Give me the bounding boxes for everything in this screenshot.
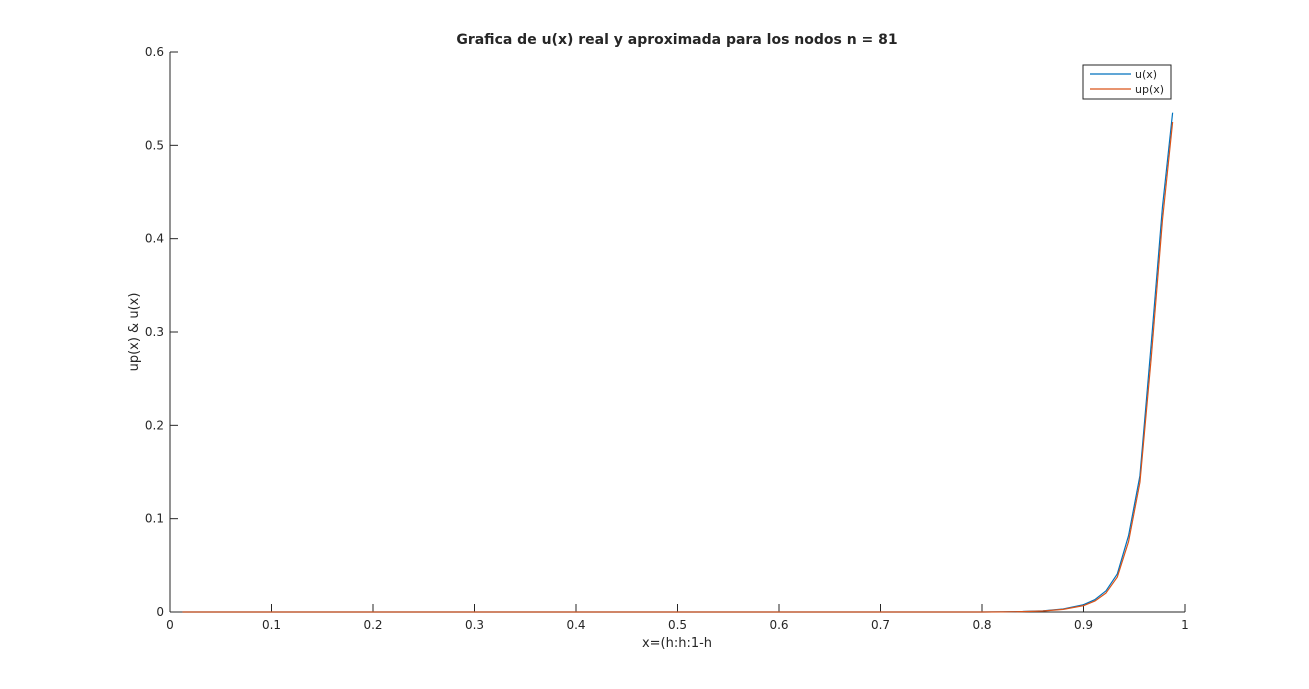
y-tick-label: 0 <box>156 605 164 619</box>
legend-label: up(x) <box>1135 83 1164 96</box>
x-tick-label: 0.7 <box>871 618 890 632</box>
x-tick-label: 0 <box>166 618 174 632</box>
series-line-2 <box>182 121 1174 613</box>
y-tick-label: 0.6 <box>145 45 164 59</box>
legend-label: u(x) <box>1135 68 1157 81</box>
y-tick-label: 0.4 <box>145 232 164 246</box>
x-tick-label: 0.3 <box>465 618 484 632</box>
x-tick-label: 0.5 <box>668 618 687 632</box>
y-axis-label: up(x) & u(x) <box>127 293 142 372</box>
x-tick-label: 0.9 <box>1074 618 1093 632</box>
x-tick-label: 0.6 <box>769 618 788 632</box>
y-tick-label: 0.5 <box>145 138 164 152</box>
x-tick-label: 0.8 <box>972 618 991 632</box>
x-axis-label: x=(h:h:1-h <box>642 636 712 651</box>
x-tick-label: 0.2 <box>363 618 382 632</box>
x-tick-label: 1 <box>1181 618 1189 632</box>
y-tick-label: 0.1 <box>145 512 164 526</box>
plot-area: 0 0.1 0.2 0.3 0.4 0.5 0.6 0.7 0.8 0.9 1 0 0.1 0.2 0.3 0… <box>145 45 1189 632</box>
y-tick-label: 0.2 <box>145 418 164 432</box>
y-tick-label: 0.3 <box>145 325 164 339</box>
legend: u(x) up(x) <box>1082 64 1172 100</box>
legend-box <box>1082 64 1172 100</box>
x-tick-label: 0.1 <box>262 618 281 632</box>
chart-title: Grafica de u(x) real y aproximada para l… <box>456 32 897 48</box>
x-tick-label: 0.4 <box>566 618 585 632</box>
